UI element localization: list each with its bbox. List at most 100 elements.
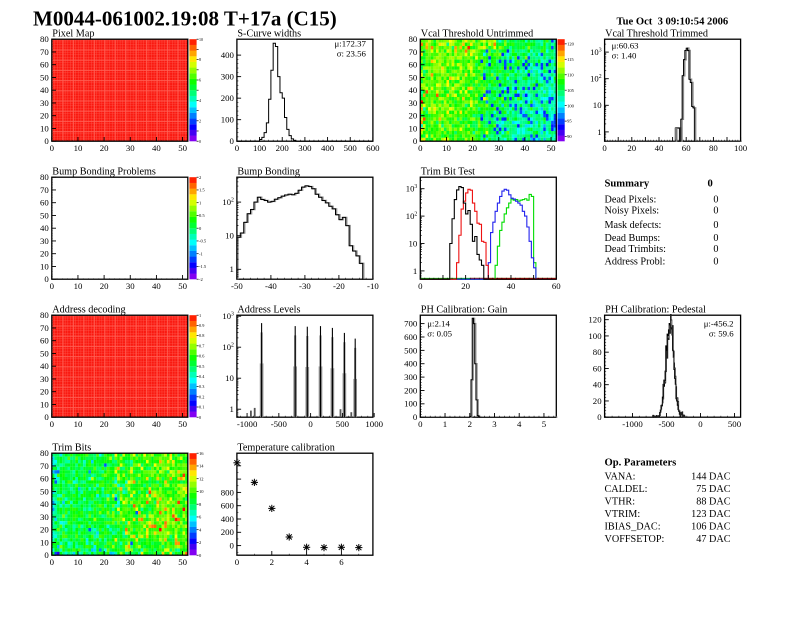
svg-text:47 DAC: 47 DAC	[696, 534, 730, 545]
svg-text:μ:2.14: μ:2.14	[427, 318, 450, 328]
svg-text:30: 30	[40, 98, 49, 108]
svg-text:20: 20	[461, 281, 470, 291]
svg-text:-2: -2	[199, 277, 203, 282]
svg-text:10: 10	[225, 373, 234, 383]
svg-text:4: 4	[199, 527, 202, 532]
svg-text:20: 20	[40, 387, 49, 397]
svg-text:400: 400	[321, 143, 335, 153]
svg-text:80: 80	[709, 143, 718, 153]
svg-text:115: 115	[567, 57, 574, 62]
svg-text:10: 10	[199, 489, 204, 494]
svg-text:70: 70	[409, 47, 418, 57]
svg-text:0: 0	[413, 412, 418, 422]
svg-text:σ: 0.05: σ: 0.05	[427, 329, 452, 339]
svg-text:0: 0	[602, 143, 607, 153]
svg-text:10: 10	[593, 100, 602, 110]
svg-text:20: 20	[409, 111, 418, 121]
svg-text:40: 40	[40, 361, 49, 371]
svg-text:-1: -1	[199, 251, 203, 256]
svg-text:-50: -50	[231, 281, 243, 291]
svg-text:200: 200	[404, 385, 418, 395]
svg-text:40: 40	[152, 143, 161, 153]
svg-text:0.3: 0.3	[199, 384, 204, 389]
svg-text:12: 12	[199, 476, 204, 481]
svg-text:Mask defects:: Mask defects:	[605, 220, 662, 231]
svg-text:Bump Bonding Problems: Bump Bonding Problems	[52, 167, 156, 178]
svg-text:VOFFSETOP:: VOFFSETOP:	[605, 534, 665, 545]
svg-text:106 DAC: 106 DAC	[691, 522, 731, 533]
svg-text:Op. Parameters: Op. Parameters	[605, 458, 677, 469]
svg-text:10: 10	[199, 37, 203, 42]
svg-text:Dead Bumps:: Dead Bumps:	[605, 233, 661, 244]
svg-text:30: 30	[40, 236, 49, 246]
svg-text:μ:60.63: μ:60.63	[612, 40, 640, 50]
svg-text:0: 0	[708, 179, 713, 190]
svg-text:20: 20	[100, 557, 109, 567]
svg-text:20: 20	[40, 249, 49, 259]
svg-text:Tue Oct 3 09:10:54 2006: Tue Oct 3 09:10:54 2006	[617, 16, 729, 27]
svg-text:20: 20	[100, 281, 109, 291]
svg-text:0.2: 0.2	[199, 394, 204, 399]
svg-text:-0.5: -0.5	[199, 239, 207, 244]
svg-text:70: 70	[40, 323, 49, 333]
svg-text:1: 1	[229, 264, 233, 274]
svg-text:Dead Trimbits:: Dead Trimbits:	[605, 244, 666, 255]
svg-text:50: 50	[40, 348, 49, 358]
svg-text:200: 200	[221, 527, 235, 537]
svg-text:-40: -40	[265, 281, 277, 291]
svg-text:0: 0	[229, 541, 234, 551]
svg-text:60: 60	[409, 60, 418, 70]
svg-text:0.1: 0.1	[199, 405, 204, 410]
svg-text:95: 95	[567, 119, 572, 124]
svg-text:0: 0	[199, 553, 202, 558]
svg-text:0.6: 0.6	[199, 354, 205, 359]
svg-text:1: 1	[597, 127, 601, 137]
svg-text:μ:-456.2: μ:-456.2	[704, 318, 734, 328]
svg-text:20: 20	[100, 143, 109, 153]
svg-text:10: 10	[442, 143, 451, 153]
svg-text:40: 40	[507, 281, 516, 291]
svg-text:200: 200	[221, 93, 235, 103]
svg-text:-10: -10	[367, 281, 379, 291]
svg-text:10: 10	[40, 399, 49, 409]
svg-text:10: 10	[225, 231, 234, 241]
svg-text:50: 50	[40, 210, 49, 220]
svg-text:40: 40	[655, 143, 664, 153]
svg-text:1: 1	[229, 404, 233, 414]
svg-text:1: 1	[199, 313, 201, 318]
svg-text:40: 40	[152, 557, 161, 567]
svg-text:Vcal Threshold Trimmed: Vcal Threshold Trimmed	[605, 29, 708, 40]
svg-text:100: 100	[588, 331, 602, 341]
svg-text:0: 0	[199, 415, 201, 420]
svg-text:Dead Pixels:: Dead Pixels:	[605, 195, 657, 206]
svg-text:80: 80	[40, 310, 49, 320]
svg-text:105: 105	[567, 88, 575, 93]
svg-text:0: 0	[44, 136, 49, 146]
svg-text:40: 40	[152, 419, 161, 429]
svg-text:60: 60	[40, 474, 49, 484]
svg-text:-1000: -1000	[622, 419, 643, 429]
svg-text:1: 1	[413, 266, 417, 276]
svg-text:80: 80	[409, 34, 418, 44]
svg-text:50: 50	[409, 72, 418, 82]
svg-text:20: 20	[100, 419, 109, 429]
svg-text:S-Curve widths: S-Curve widths	[237, 29, 301, 40]
svg-text:0.5: 0.5	[199, 213, 205, 218]
svg-text:50: 50	[178, 281, 187, 291]
svg-text:10: 10	[74, 143, 83, 153]
svg-text:σ: 1.40: σ: 1.40	[612, 51, 637, 61]
svg-text:0: 0	[418, 419, 423, 429]
svg-text:M0044-061002.19:08 T+17a (C15): M0044-061002.19:08 T+17a (C15)	[33, 7, 337, 31]
svg-text:20: 20	[627, 143, 636, 153]
svg-text:Noisy Pixels:: Noisy Pixels:	[605, 206, 660, 217]
svg-text:0: 0	[597, 412, 602, 422]
svg-text:Summary: Summary	[605, 179, 650, 190]
svg-text:144 DAC: 144 DAC	[691, 472, 731, 483]
svg-text:600: 600	[221, 501, 235, 511]
svg-text:0: 0	[413, 136, 418, 146]
svg-text:4: 4	[199, 98, 201, 103]
svg-text:100: 100	[253, 143, 267, 153]
svg-text:80: 80	[40, 172, 49, 182]
svg-text:120: 120	[588, 315, 602, 325]
svg-text:30: 30	[494, 143, 503, 153]
